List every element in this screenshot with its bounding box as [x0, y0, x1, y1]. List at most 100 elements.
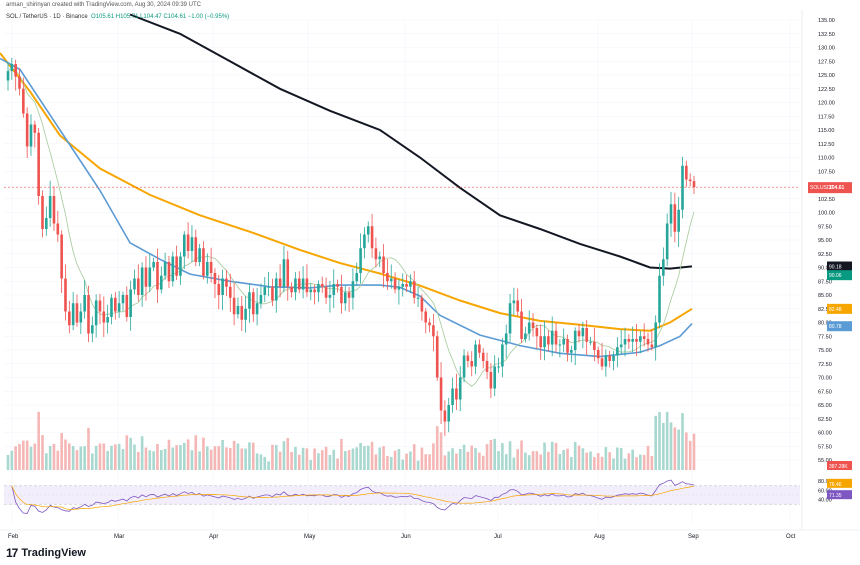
candle-body: [416, 297, 420, 299]
candle-body: [562, 339, 565, 345]
volume-bar: [347, 450, 351, 470]
volume-bar: [110, 445, 113, 470]
volume-bar: [10, 450, 14, 470]
candle-body: [347, 292, 351, 298]
volume-bar: [393, 450, 397, 470]
volume-bar: [447, 451, 451, 470]
candle-body: [382, 256, 385, 273]
candle-body: [10, 64, 14, 72]
volume-bar: [451, 448, 454, 470]
candle-body: [470, 361, 474, 367]
candle-body: [600, 358, 604, 367]
volume-bar: [228, 447, 232, 470]
ma-orange-line: [0, 52, 693, 332]
volume-bar: [631, 449, 634, 470]
x-tick-label: May: [304, 534, 315, 540]
candle-body: [443, 410, 447, 422]
candle-body: [121, 295, 125, 304]
candle-body: [504, 333, 508, 345]
volume-bar: [677, 429, 680, 470]
volume-bar: [217, 446, 221, 470]
candle-body: [558, 344, 562, 346]
volume-bar: [248, 442, 251, 470]
candle-body: [466, 355, 470, 361]
candle-body: [194, 237, 198, 262]
volume-bar: [114, 444, 117, 470]
volume-bar: [612, 458, 615, 470]
volume-bar: [340, 438, 343, 470]
volume-bar: [378, 447, 382, 470]
y-tick-label: 77.50: [818, 334, 832, 340]
x-tick-label: Jun: [401, 534, 411, 540]
candle-body: [451, 388, 454, 405]
candle-body: [363, 234, 366, 249]
volume-bar: [658, 411, 661, 470]
candle-body: [83, 295, 86, 312]
rsi-ma-line: [11, 485, 695, 510]
candle-body: [37, 132, 40, 196]
candle-body: [274, 278, 278, 301]
candle-body: [623, 339, 627, 345]
rsi-pane: 80.00 60.00 40.00 76.46 71.35: [4, 478, 852, 514]
candle-body: [33, 124, 37, 133]
y-tick-label: 97.50: [818, 224, 832, 230]
y-tick-label: 102.50: [818, 197, 835, 203]
candle-body: [25, 113, 29, 147]
candle-body: [489, 372, 493, 389]
y-tick-label: 135.00: [818, 18, 835, 24]
candle-body: [305, 278, 309, 293]
volume-bar: [512, 457, 516, 470]
volume-bar: [294, 446, 297, 470]
volume-bar: [106, 451, 109, 470]
y-tick-label: 62.50: [818, 417, 832, 423]
volume-bar: [604, 447, 608, 470]
candle-body: [248, 292, 251, 309]
volume-bar: [87, 427, 90, 470]
volume-bar: [462, 444, 466, 470]
candle-body: [386, 273, 389, 282]
volume-bar: [665, 411, 669, 470]
volume-bar: [6, 454, 10, 470]
candle-body: [493, 366, 497, 389]
volume-bar: [501, 443, 504, 470]
candle-body: [190, 237, 194, 251]
rsi-tick-label: 60.00: [818, 488, 832, 494]
candle-body: [547, 336, 550, 345]
candle-body: [669, 204, 673, 224]
candle-body: [182, 234, 186, 257]
volume-bar: [374, 454, 378, 470]
candle-body: [573, 330, 577, 350]
volume-bar: [531, 451, 535, 470]
candle-body: [428, 322, 431, 326]
candle-body: [455, 388, 458, 400]
candle-body: [221, 278, 224, 295]
price-tag-value: 80.78: [829, 324, 842, 330]
volume-bar: [75, 450, 79, 470]
volume-bar: [41, 435, 44, 470]
y-tick-label: 85.00: [818, 293, 832, 299]
candle-body: [140, 267, 144, 295]
volume-bar: [650, 455, 654, 470]
candle-body: [512, 300, 516, 304]
volume-bar: [508, 441, 512, 470]
volume-bar: [524, 452, 527, 470]
y-tick-label: 65.00: [818, 403, 832, 409]
volume-bar: [416, 460, 420, 470]
volume-bar: [56, 450, 60, 470]
candle-body: [508, 303, 512, 334]
volume-bar: [669, 422, 673, 470]
candle-body: [646, 339, 650, 345]
candles: [6, 57, 696, 436]
candle-body: [263, 286, 267, 295]
rsi-tick-label: 40.00: [818, 498, 832, 504]
candle-body: [527, 322, 531, 334]
symbol-title[interactable]: SOL / TetherUS · 1D · Binance: [6, 14, 88, 20]
y-tick-label: 117.50: [818, 114, 834, 120]
volume-bar: [504, 454, 508, 470]
candle-body: [608, 355, 611, 361]
volume-bar: [137, 452, 140, 470]
x-tick-label: Oct: [786, 534, 796, 540]
tradingview-brand[interactable]: 17 TradingView: [6, 546, 86, 560]
volume-bar: [37, 411, 40, 470]
